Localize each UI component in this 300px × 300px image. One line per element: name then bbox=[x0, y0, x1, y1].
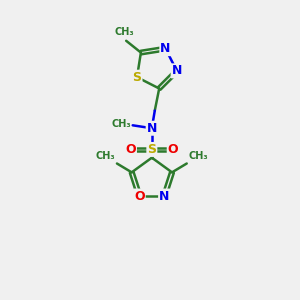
Text: S: S bbox=[133, 71, 142, 84]
Text: N: N bbox=[160, 42, 171, 55]
Text: N: N bbox=[172, 64, 182, 77]
Text: O: O bbox=[168, 143, 178, 156]
Text: CH₃: CH₃ bbox=[96, 151, 116, 161]
Text: CH₃: CH₃ bbox=[112, 119, 131, 129]
Text: CH₃: CH₃ bbox=[188, 151, 208, 161]
Text: N: N bbox=[159, 190, 169, 202]
Text: CH₃: CH₃ bbox=[115, 27, 134, 37]
Text: O: O bbox=[125, 143, 136, 156]
Text: N: N bbox=[147, 122, 157, 135]
Text: O: O bbox=[134, 190, 145, 202]
Text: S: S bbox=[147, 143, 156, 156]
